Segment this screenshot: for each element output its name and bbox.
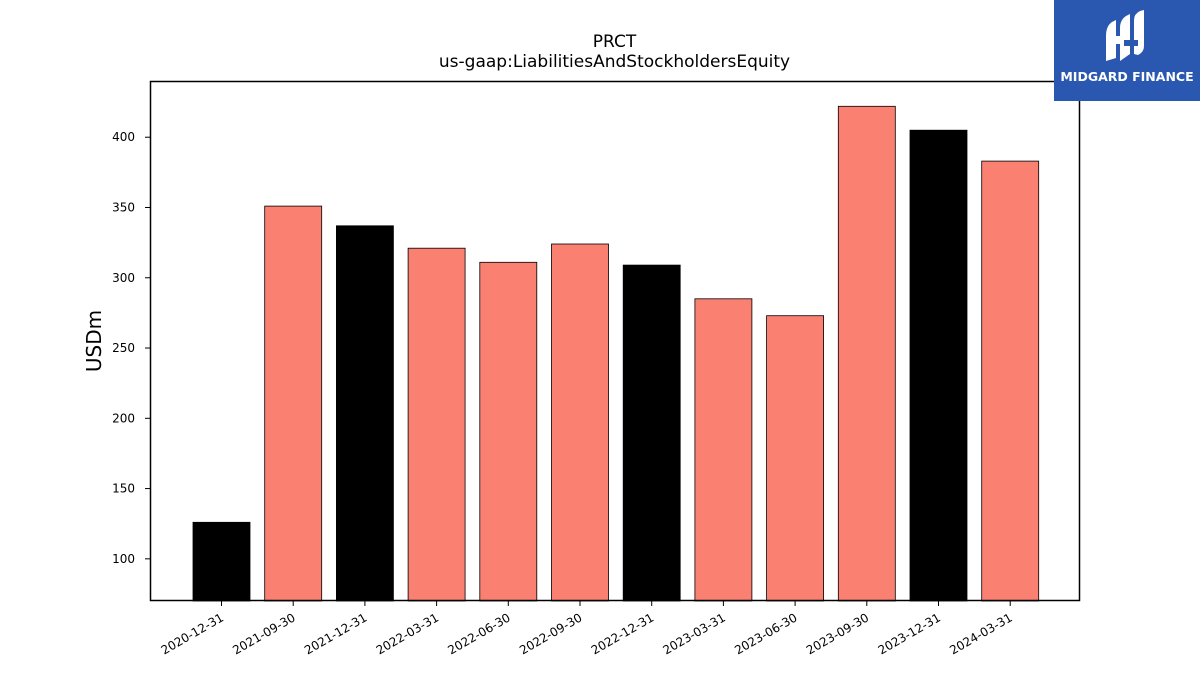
y-axis: 100 150 200 250 300 350 400	[112, 130, 150, 566]
x-tick-label: 2020-12-31	[159, 610, 226, 657]
bar-2021-09-30	[264, 205, 323, 602]
y-tick-label: 400	[112, 130, 135, 144]
y-tick-label: 250	[112, 341, 135, 355]
x-tick-label: 2021-12-31	[302, 610, 369, 657]
x-tick-label: 2021-09-30	[230, 610, 297, 657]
chart-title: PRCT	[592, 32, 637, 52]
bar-2022-09-30	[551, 243, 609, 602]
bar-2023-06-30	[766, 315, 824, 602]
midgard-logo-icon	[1106, 10, 1144, 61]
y-tick-label: 200	[112, 411, 135, 425]
plot-frame	[149, 80, 1081, 602]
bars-layer	[192, 105, 1040, 602]
x-tick-label: 2023-09-30	[804, 610, 871, 657]
x-tick-label: 2024-03-31	[947, 610, 1014, 657]
y-axis-label: USDm	[82, 310, 106, 372]
bar-2022-03-31	[407, 247, 466, 602]
x-tick-label: 2023-12-31	[876, 610, 943, 657]
logo-text: MIDGARD FINANCE	[1060, 69, 1194, 84]
bar-2023-09-30	[837, 105, 896, 602]
bar-2023-12-31	[909, 129, 968, 602]
x-tick-label: 2022-09-30	[517, 610, 584, 657]
x-tick-label: 2022-03-31	[374, 610, 441, 657]
y-tick-label: 100	[112, 552, 135, 566]
y-tick-label: 150	[112, 482, 135, 496]
bar-2021-12-31	[335, 225, 394, 602]
chart-subtitle: us-gaap:LiabilitiesAndStockholdersEquity	[438, 52, 791, 72]
bar-2020-12-31	[192, 521, 251, 602]
bar-2022-06-30	[479, 261, 538, 602]
x-axis: 2020-12-31 2021-09-30 2021-12-31 2022-03-31…	[159, 601, 1015, 657]
x-tick-label: 2023-06-30	[732, 610, 799, 657]
x-tick-label: 2022-06-30	[445, 610, 512, 657]
bar-2024-03-31	[981, 160, 1040, 602]
y-tick-label: 350	[112, 200, 135, 214]
y-tick-label: 300	[112, 271, 135, 285]
midgard-finance-logo: MIDGARD FINANCE	[1054, 0, 1200, 101]
bar-2022-12-31	[622, 264, 681, 602]
bar-2023-03-31	[694, 298, 753, 602]
x-tick-label: 2022-12-31	[589, 610, 656, 657]
x-tick-label: 2023-03-31	[660, 610, 727, 657]
